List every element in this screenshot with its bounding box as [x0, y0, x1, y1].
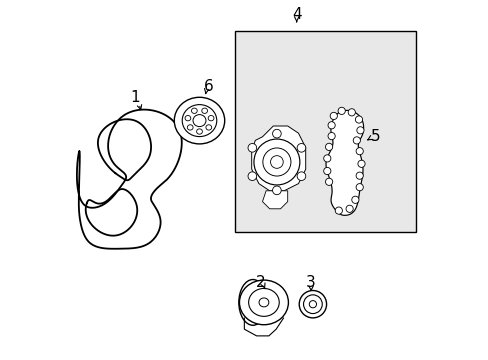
Ellipse shape [196, 129, 202, 134]
Circle shape [272, 186, 281, 195]
Text: 6: 6 [203, 79, 213, 94]
Ellipse shape [202, 108, 207, 113]
Circle shape [327, 132, 335, 140]
Polygon shape [325, 111, 363, 215]
Ellipse shape [193, 114, 205, 127]
Circle shape [346, 205, 352, 212]
Circle shape [323, 155, 330, 162]
Circle shape [323, 167, 330, 175]
Circle shape [325, 143, 332, 150]
Circle shape [335, 207, 342, 214]
Ellipse shape [184, 116, 190, 121]
Circle shape [263, 148, 290, 176]
Bar [235, 31, 415, 232]
Circle shape [247, 172, 256, 180]
Circle shape [329, 112, 337, 120]
Polygon shape [251, 126, 305, 191]
Circle shape [355, 116, 362, 123]
Circle shape [355, 184, 363, 191]
Circle shape [357, 160, 365, 167]
Circle shape [297, 172, 305, 180]
Circle shape [303, 295, 322, 314]
Circle shape [355, 148, 363, 155]
Text: 5: 5 [370, 129, 380, 144]
Ellipse shape [182, 105, 216, 136]
Ellipse shape [238, 279, 266, 325]
Circle shape [347, 109, 355, 116]
Text: 3: 3 [305, 275, 315, 290]
Circle shape [247, 144, 256, 152]
Circle shape [356, 127, 363, 134]
Ellipse shape [208, 116, 214, 121]
Circle shape [325, 178, 332, 185]
Ellipse shape [191, 108, 197, 113]
Circle shape [309, 301, 316, 308]
Circle shape [351, 196, 358, 203]
Ellipse shape [259, 298, 268, 307]
Ellipse shape [187, 125, 193, 130]
Polygon shape [262, 191, 287, 209]
Circle shape [272, 129, 281, 138]
Text: 4: 4 [291, 7, 301, 22]
Ellipse shape [174, 97, 224, 144]
Text: 1: 1 [130, 90, 139, 105]
Circle shape [352, 137, 360, 144]
Text: 2: 2 [255, 275, 265, 290]
Ellipse shape [205, 125, 211, 130]
Ellipse shape [239, 280, 288, 325]
Circle shape [327, 122, 335, 129]
Circle shape [355, 172, 363, 179]
Circle shape [270, 156, 283, 168]
Circle shape [253, 139, 299, 185]
Circle shape [337, 107, 345, 114]
Circle shape [299, 291, 326, 318]
Circle shape [297, 144, 305, 152]
Ellipse shape [248, 288, 279, 316]
